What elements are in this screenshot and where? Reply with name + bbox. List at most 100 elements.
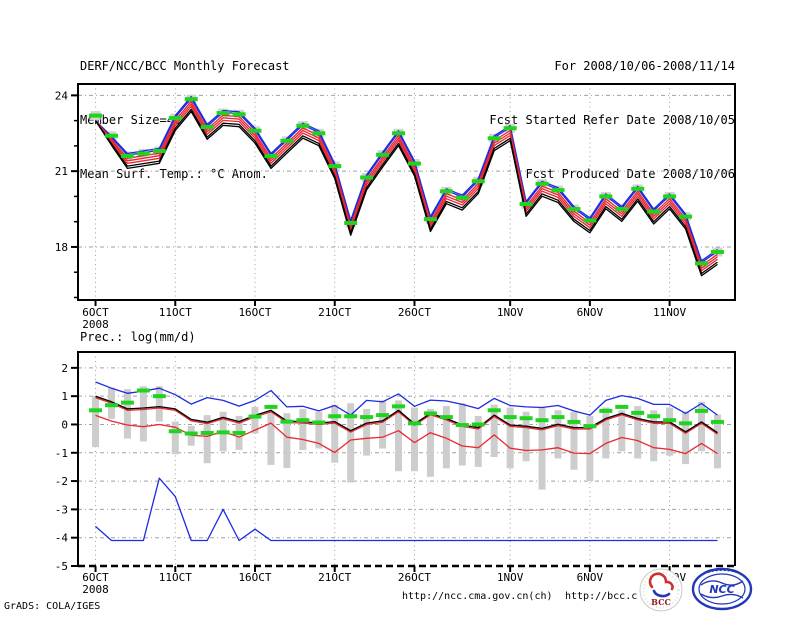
prec-spread-bar <box>203 415 211 464</box>
prec-obs-dash <box>503 415 517 420</box>
temp-obs-dash <box>471 179 485 184</box>
svg-text:-5: -5 <box>55 560 68 573</box>
svg-text:-2: -2 <box>55 475 68 488</box>
temp-obs-dash <box>312 131 326 136</box>
prec-obs-dash <box>583 424 597 429</box>
temp-obs-dash <box>567 207 581 212</box>
prec-median-line <box>95 395 718 434</box>
svg-text:16OCT: 16OCT <box>238 571 271 584</box>
temp-obs-dash <box>248 128 262 133</box>
prec-spread-bar <box>474 415 482 467</box>
prec-spread-bar <box>267 411 275 465</box>
prec-obs-dash <box>439 415 453 420</box>
ncc-logo: NCC <box>691 567 753 611</box>
svg-text:11NOV: 11NOV <box>653 306 686 319</box>
svg-text:2008: 2008 <box>82 318 109 331</box>
temp-obs-dash <box>184 97 198 102</box>
prec-spread-bar <box>395 400 403 472</box>
temp-obs-dash <box>631 186 645 191</box>
temp-obs-dash <box>232 112 246 117</box>
temp-obs-dash <box>647 209 661 214</box>
prec-obs-dash <box>280 419 294 424</box>
svg-text:21: 21 <box>55 165 68 178</box>
temp-obs-dash <box>615 207 629 212</box>
temp-obs-dash <box>89 113 103 118</box>
prec-obs-dash <box>695 408 709 413</box>
prec-obs-dash <box>599 408 613 413</box>
temp-obs-dash <box>439 189 453 194</box>
prec-obs-dash <box>184 431 198 436</box>
prec-obs-dash <box>360 415 374 420</box>
prec-obs-dash <box>104 403 118 408</box>
prec-obs-dash <box>312 420 326 425</box>
prec-spread-bar <box>490 404 498 458</box>
prec-spread-bar <box>139 386 147 442</box>
prec-obs-dash <box>216 430 230 435</box>
temp-obs-dash <box>280 138 294 143</box>
temp-band-line-5 <box>94 108 718 275</box>
prec-obs-dash <box>168 429 182 434</box>
prec-obs-dash <box>631 410 645 415</box>
svg-text:NCC: NCC <box>709 583 734 596</box>
prec-spread-bar <box>123 389 131 439</box>
prec-spread-bar <box>442 406 450 469</box>
refer-date-label: Fcst Started Refer Date 2008/10/05 <box>489 113 735 127</box>
prec-obs-dash <box>328 414 342 419</box>
svg-text:21OCT: 21OCT <box>318 306 351 319</box>
svg-text:24: 24 <box>55 89 69 102</box>
temp-obs-dash <box>407 161 421 166</box>
temp-band-line-6 <box>94 110 718 277</box>
temp-obs-dash <box>296 123 310 128</box>
svg-text:26OCT: 26OCT <box>398 571 431 584</box>
prec-spread-bar <box>554 410 562 459</box>
produced-date-label: Fcst Produced Date 2008/10/06 <box>525 167 735 181</box>
temp-chart-frame <box>77 83 736 301</box>
prec-spread-bar <box>698 401 706 452</box>
prec-spread-bar <box>426 408 434 477</box>
prec-obs-dash <box>392 404 406 409</box>
temp-obs-dash <box>551 188 565 193</box>
prec-chart-frame <box>77 351 736 566</box>
prec-spread-bar <box>634 406 642 459</box>
prec-obs-dash <box>567 419 581 424</box>
prec-spread-bar <box>331 404 339 463</box>
svg-text:0: 0 <box>61 418 68 431</box>
prec-spread-bar <box>379 400 387 449</box>
temp-obs-dash <box>599 194 613 199</box>
svg-text:-4: -4 <box>55 532 69 545</box>
temp-obs-dash <box>392 131 406 136</box>
bcc-url: http://bcc.c <box>565 591 638 602</box>
prec-obs-dash <box>407 421 421 426</box>
prec-spread-bar <box>410 407 418 472</box>
prec-spread-bar <box>283 413 291 469</box>
temp-band-line-1 <box>95 97 718 264</box>
temp-obs-dash <box>360 175 374 180</box>
temp-obs-dash <box>679 214 693 219</box>
temp-obs-dash <box>583 218 597 223</box>
prec-spread-bar <box>538 407 546 490</box>
temp-obs-dash <box>328 164 342 169</box>
temp-obs-dash <box>168 116 182 121</box>
prec-obs-dash <box>136 388 150 393</box>
prec-obs-dash <box>455 423 469 428</box>
prec-obs-dash <box>232 430 246 435</box>
prec-chart-title: Prec.: log(mm/d) <box>80 330 196 344</box>
prec-spread-bar <box>171 421 179 455</box>
prec-obs-dash <box>344 414 358 419</box>
prec-max-line <box>95 381 718 416</box>
svg-text:6OCT: 6OCT <box>82 571 109 584</box>
prec-spread-bar <box>347 403 355 483</box>
temp-obs-dash <box>216 111 230 116</box>
svg-text:-3: -3 <box>55 503 68 516</box>
prec-obs-dash <box>679 421 693 426</box>
svg-text:6NOV: 6NOV <box>577 571 604 584</box>
svg-text:-1: -1 <box>55 447 68 460</box>
prec-spread-bar <box>251 406 259 434</box>
prec-obs-dash <box>535 418 549 423</box>
prec-obs-dash <box>200 430 214 435</box>
temp-obs-dash <box>663 194 677 199</box>
prec-obs-dash <box>296 418 310 423</box>
temp-obs-dash <box>455 195 469 200</box>
prec-spread-bar <box>602 407 610 459</box>
